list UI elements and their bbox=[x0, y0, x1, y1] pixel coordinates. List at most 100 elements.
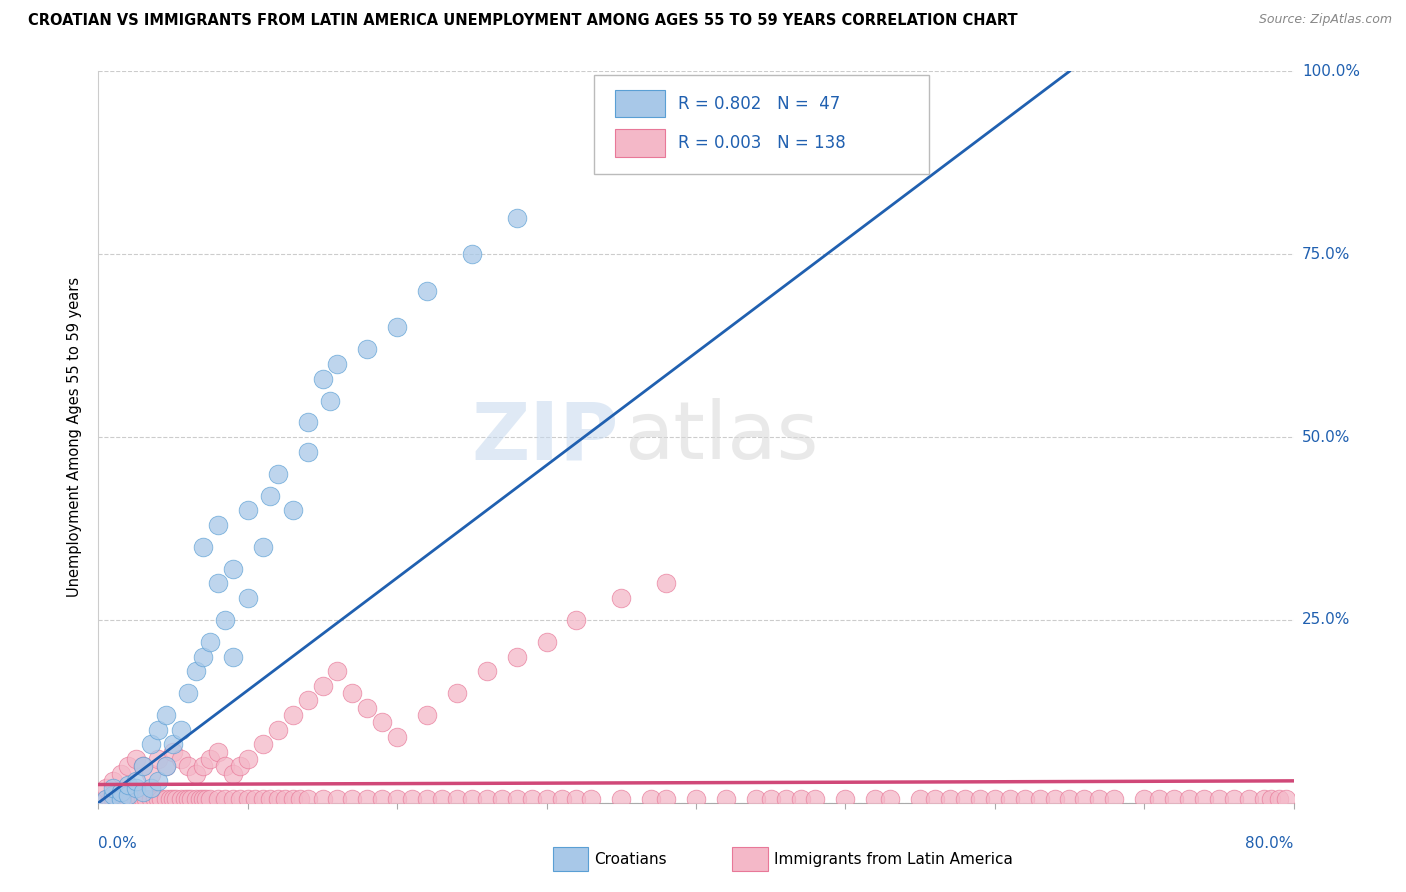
Text: Croatians: Croatians bbox=[595, 852, 666, 867]
Point bbox=[148, 752, 170, 766]
Point bbox=[150, 792, 173, 806]
Text: 100.0%: 100.0% bbox=[1302, 64, 1360, 78]
Point bbox=[506, 792, 529, 806]
Point bbox=[342, 792, 364, 806]
Point bbox=[125, 773, 148, 788]
Point bbox=[245, 792, 267, 806]
Point bbox=[259, 792, 281, 806]
Point bbox=[169, 792, 191, 806]
Point bbox=[865, 792, 887, 806]
Point bbox=[274, 792, 297, 806]
Point bbox=[297, 693, 319, 707]
Point bbox=[159, 792, 181, 806]
FancyBboxPatch shape bbox=[733, 847, 768, 871]
Point bbox=[998, 792, 1021, 806]
Point bbox=[759, 792, 782, 806]
Point bbox=[148, 773, 170, 788]
Point bbox=[1208, 792, 1230, 806]
Point bbox=[356, 700, 378, 714]
Point bbox=[162, 745, 184, 759]
Point bbox=[1147, 792, 1170, 806]
Point bbox=[385, 792, 409, 806]
FancyBboxPatch shape bbox=[614, 90, 665, 118]
Point bbox=[506, 211, 529, 225]
Point bbox=[685, 792, 707, 806]
Point bbox=[1059, 792, 1081, 806]
Point bbox=[297, 792, 319, 806]
Point bbox=[110, 792, 132, 806]
Point bbox=[191, 759, 214, 773]
Point bbox=[416, 284, 439, 298]
Point bbox=[94, 781, 117, 796]
Text: 75.0%: 75.0% bbox=[1302, 247, 1350, 261]
Point bbox=[177, 686, 200, 700]
Point bbox=[110, 766, 132, 780]
Point bbox=[565, 792, 588, 806]
Point bbox=[180, 792, 202, 806]
Point bbox=[565, 613, 588, 627]
Point bbox=[401, 792, 423, 806]
Point bbox=[200, 752, 222, 766]
Point bbox=[1073, 792, 1095, 806]
Point bbox=[1104, 792, 1126, 806]
Point bbox=[207, 792, 229, 806]
Point bbox=[222, 766, 245, 780]
FancyBboxPatch shape bbox=[595, 75, 929, 174]
Point bbox=[222, 562, 245, 576]
Text: atlas: atlas bbox=[624, 398, 818, 476]
Point bbox=[297, 416, 319, 430]
Point bbox=[1178, 792, 1201, 806]
Text: Source: ZipAtlas.com: Source: ZipAtlas.com bbox=[1258, 13, 1392, 27]
Text: ZIP: ZIP bbox=[471, 398, 619, 476]
Point bbox=[162, 792, 184, 806]
Point bbox=[983, 792, 1005, 806]
Point bbox=[759, 101, 782, 115]
Point bbox=[506, 649, 529, 664]
FancyBboxPatch shape bbox=[614, 129, 665, 157]
Point bbox=[446, 792, 468, 806]
Point bbox=[214, 759, 236, 773]
Point bbox=[267, 723, 290, 737]
Point bbox=[169, 752, 191, 766]
Point bbox=[117, 792, 139, 806]
Text: R = 0.802   N =  47: R = 0.802 N = 47 bbox=[678, 95, 841, 112]
Point bbox=[1275, 792, 1298, 806]
Text: Immigrants from Latin America: Immigrants from Latin America bbox=[773, 852, 1012, 867]
Point bbox=[430, 792, 453, 806]
Point bbox=[1192, 792, 1215, 806]
Point bbox=[214, 792, 236, 806]
Text: R = 0.003   N = 138: R = 0.003 N = 138 bbox=[678, 134, 846, 152]
Point bbox=[110, 785, 132, 799]
Point bbox=[125, 792, 148, 806]
Point bbox=[311, 371, 333, 385]
Point bbox=[267, 467, 290, 481]
Point bbox=[139, 792, 162, 806]
Point bbox=[117, 759, 139, 773]
Point bbox=[125, 781, 148, 796]
Point bbox=[326, 357, 349, 371]
Point bbox=[222, 792, 245, 806]
Point bbox=[105, 792, 128, 806]
Point bbox=[834, 792, 856, 806]
Point bbox=[281, 503, 304, 517]
Point bbox=[117, 789, 139, 803]
Point bbox=[416, 792, 439, 806]
Point bbox=[236, 792, 259, 806]
Point bbox=[114, 792, 136, 806]
Point bbox=[924, 792, 946, 806]
Point bbox=[177, 759, 200, 773]
Point bbox=[953, 792, 976, 806]
Point bbox=[155, 708, 177, 723]
Point bbox=[148, 723, 170, 737]
Point bbox=[475, 664, 498, 678]
Point bbox=[311, 679, 333, 693]
Point bbox=[222, 649, 245, 664]
Point bbox=[610, 792, 633, 806]
Point bbox=[129, 792, 152, 806]
Point bbox=[110, 792, 132, 806]
Point bbox=[640, 792, 662, 806]
Point bbox=[536, 635, 558, 649]
Point bbox=[745, 792, 768, 806]
Point bbox=[103, 781, 125, 796]
Point bbox=[1028, 792, 1050, 806]
